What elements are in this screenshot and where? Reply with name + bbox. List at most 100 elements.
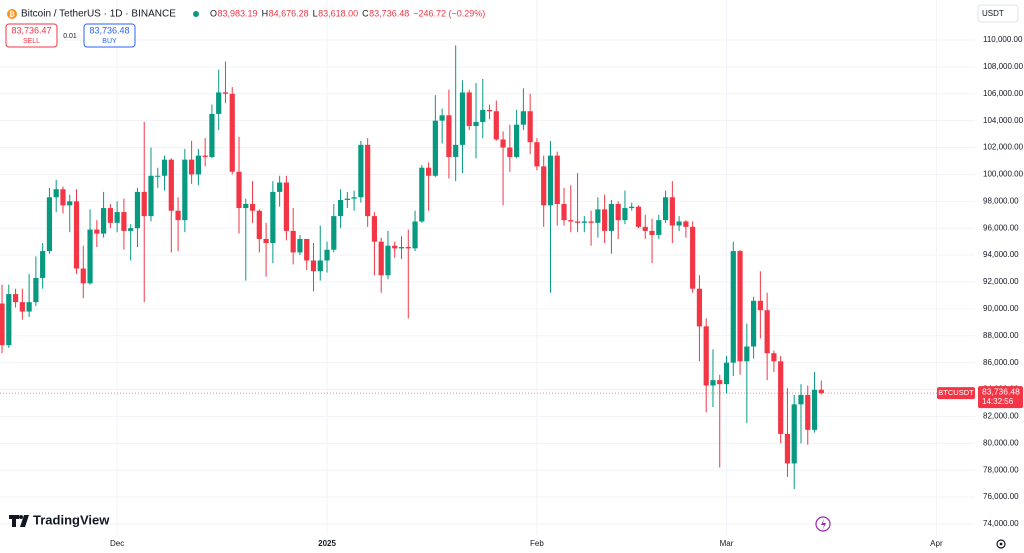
ohlc-key: H <box>262 8 269 18</box>
candle-body <box>432 120 438 176</box>
candle-body <box>750 300 757 347</box>
candle-body <box>6 294 12 346</box>
candle-body <box>263 238 269 243</box>
candle-body <box>595 209 601 223</box>
y-tick-label: 100,000.00 <box>983 170 1024 179</box>
candle-body <box>811 389 818 430</box>
candle-body <box>507 147 513 157</box>
candle-body <box>581 221 587 223</box>
y-tick-label: 110,000.00 <box>983 35 1023 44</box>
candle-body <box>195 155 201 175</box>
overlay: ₿ Bitcoin / TetherUS · 1D · BINANCE O 83,… <box>5 4 1024 549</box>
ohlc-value: 84,676.28 <box>269 8 309 18</box>
candle-body <box>473 122 479 127</box>
candle-body <box>676 221 682 226</box>
candles <box>0 45 824 490</box>
currency: USDT <box>982 9 1004 18</box>
symbol-tag-bg <box>937 387 975 400</box>
x-tick-label: Mar <box>720 539 734 548</box>
candle-body <box>385 245 391 276</box>
candle-body <box>222 92 229 94</box>
sell-label: SELL <box>23 38 40 45</box>
candle-body <box>453 144 459 157</box>
candle-body <box>283 182 290 231</box>
candle-body <box>67 201 73 206</box>
price-tag-bg <box>978 386 1023 409</box>
ohlc-value: 83,983.19 <box>218 8 258 18</box>
ohlc-key: O <box>210 8 217 18</box>
candle-body <box>398 247 405 249</box>
candle-body <box>723 362 730 385</box>
candle-body <box>216 92 222 114</box>
candle-body <box>351 197 357 199</box>
candle-body <box>209 113 215 157</box>
svg-text:₿: ₿ <box>9 10 15 18</box>
candle-body <box>757 300 763 311</box>
candle-body <box>771 353 777 362</box>
candle-body <box>574 221 581 223</box>
candle-body <box>784 433 791 464</box>
candle-body <box>459 92 466 145</box>
candle-body <box>561 204 567 221</box>
currency-button[interactable]: USDT <box>977 4 1019 23</box>
candle-body <box>541 166 547 206</box>
candle-body <box>662 197 669 221</box>
candle-body <box>696 288 703 327</box>
candle-body <box>310 260 317 272</box>
candle-body <box>690 226 696 289</box>
candle-body <box>277 182 283 192</box>
sell-price: 83,736.47 <box>11 25 51 35</box>
y-tick-label: 86,000.00 <box>983 358 1019 367</box>
settings-button[interactable] <box>996 539 1006 549</box>
candle-body <box>189 159 195 175</box>
candle-body <box>717 380 723 385</box>
y-tick-label: 82,000.00 <box>983 412 1019 421</box>
market-status[interactable] <box>193 11 199 17</box>
x-tick-label: 2025 <box>318 539 336 548</box>
grid <box>0 0 975 535</box>
candle-body <box>480 109 486 123</box>
y-tick-label: 108,000.00 <box>983 62 1024 71</box>
candle-body <box>419 167 425 222</box>
candle-body <box>805 394 811 430</box>
candle-body <box>514 124 520 157</box>
candle-body <box>608 204 615 231</box>
candle-body <box>26 302 32 312</box>
candle-body <box>365 144 371 217</box>
symbol-icon: ₿ <box>7 9 17 19</box>
buy-button[interactable]: 83,736.48 BUY <box>83 23 136 48</box>
candle-body <box>764 310 770 354</box>
ohlc-legend: O 83,983.19 H 84,676.28 L 83,618.00 C 83,736.48… <box>210 8 485 18</box>
candle-body <box>446 115 452 157</box>
candle-body <box>114 212 120 223</box>
y-tick-label: 80,000.00 <box>983 438 1019 447</box>
candle-body <box>629 206 635 209</box>
lightning-button[interactable] <box>815 516 831 532</box>
candle-body <box>602 209 608 231</box>
y-tick-label: 104,000.00 <box>983 116 1024 125</box>
candle-body <box>588 221 594 223</box>
candle-body <box>0 303 5 346</box>
candle-body <box>40 251 46 278</box>
ohlc-value: 83,618.00 <box>318 8 358 18</box>
candle-body <box>53 189 59 198</box>
candle-body <box>818 389 824 394</box>
candle-body <box>161 159 168 176</box>
candle-body <box>60 189 66 206</box>
candle-body <box>425 167 432 176</box>
candle-body <box>46 197 53 252</box>
candle-body <box>141 191 147 217</box>
candle-body <box>568 220 574 222</box>
y-tick-label: 76,000.00 <box>983 492 1019 501</box>
change: −246.72 (−0.29%) <box>413 8 485 18</box>
candle-body <box>121 212 127 231</box>
logo-text: TradingView <box>33 512 110 527</box>
ohlc-key: L <box>313 8 318 18</box>
candle-body <box>243 204 249 209</box>
y-tick-label: 92,000.00 <box>983 277 1019 286</box>
logo[interactable]: TradingView <box>9 512 110 527</box>
sell-button[interactable]: 83,736.47 SELL <box>5 23 58 48</box>
x-tick-label: Dec <box>110 539 124 548</box>
